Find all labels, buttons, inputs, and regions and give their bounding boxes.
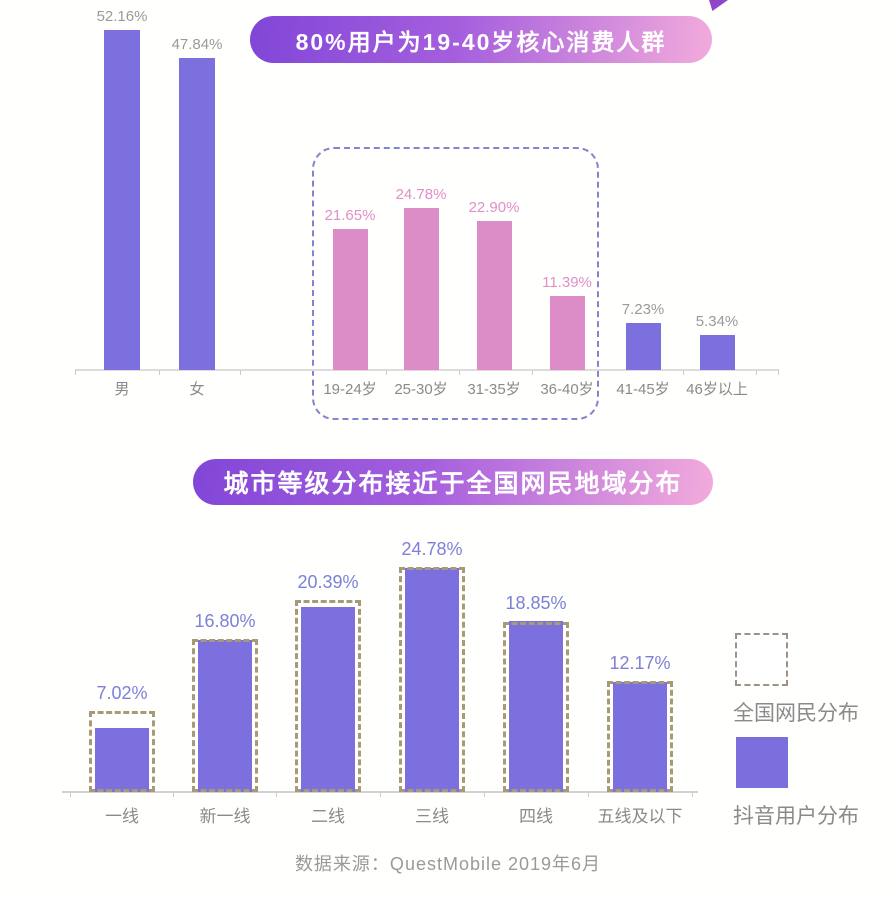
legend-douyin-label: 抖音用户分布 bbox=[733, 805, 859, 828]
chart2-value-label: 18.85% bbox=[505, 593, 567, 613]
chart1-title-banner: 80%用户为19-40岁核心消费人群 bbox=[250, 16, 712, 63]
chart2-bar-四线 bbox=[509, 621, 563, 792]
chart1-value-label: 7.23% bbox=[621, 301, 665, 318]
chart2-national-outline-新一线 bbox=[192, 639, 258, 792]
chart1-bar-41-45岁 bbox=[625, 323, 661, 370]
chart1-bar-19-24岁 bbox=[332, 229, 368, 370]
chart2-national-outline-三线 bbox=[399, 567, 465, 792]
chart2-bar-新一线 bbox=[198, 640, 252, 792]
chart2-national-outline-五线及以下 bbox=[607, 681, 673, 792]
chart1-axis-tick bbox=[532, 370, 533, 375]
chart1-bar-36-40岁 bbox=[549, 296, 585, 370]
chart1-axis-tick bbox=[75, 370, 76, 375]
chart1-x-axis-label: 女 bbox=[189, 381, 205, 398]
chart2-national-outline-四线 bbox=[503, 622, 569, 792]
age-group-highlight-dashed-box bbox=[312, 147, 599, 420]
chart1-x-axis-label: 男 bbox=[114, 381, 130, 398]
chart2-value-label: 16.80% bbox=[194, 611, 256, 631]
chart2-axis-tick bbox=[173, 792, 174, 797]
chart1-value-label: 22.90% bbox=[468, 199, 520, 216]
chart2-national-outline-一线 bbox=[89, 711, 155, 792]
chart1-axis-tick bbox=[778, 370, 779, 375]
chart2-axis-tick bbox=[380, 792, 381, 797]
legend-douyin-solid-swatch bbox=[736, 737, 788, 788]
chart1-title: 80%用户为19-40岁核心消费人群 bbox=[295, 28, 667, 55]
chart1-axis-tick bbox=[240, 370, 241, 375]
chart1-axis-tick bbox=[386, 370, 387, 375]
chart1-bar-31-35岁 bbox=[476, 221, 512, 370]
chart1-value-label: 21.65% bbox=[324, 207, 376, 224]
chart2-bar-一线 bbox=[95, 728, 149, 792]
chart2-axis-tick bbox=[484, 792, 485, 797]
chart2-value-label: 24.78% bbox=[401, 539, 463, 559]
chart2-axis-tick bbox=[692, 792, 693, 797]
chart2-axis-tick bbox=[276, 792, 277, 797]
chart1-bar-46岁以上 bbox=[699, 335, 735, 370]
chart2-x-axis-label: 四线 bbox=[519, 807, 553, 826]
chart2-value-label: 7.02% bbox=[96, 683, 148, 703]
chart1-value-label: 24.78% bbox=[395, 186, 447, 203]
chart2-title: 城市等级分布接近于全国网民地域分布 bbox=[223, 470, 683, 498]
chart2-title-banner: 城市等级分布接近于全国网民地域分布 bbox=[193, 459, 713, 505]
chart2-bar-五线及以下 bbox=[613, 682, 667, 792]
chart1-x-axis-label: 19-24岁 bbox=[323, 381, 377, 398]
chart1-x-axis-label: 41-45岁 bbox=[616, 381, 670, 398]
chart1-bar-男 bbox=[104, 30, 140, 370]
corner-decoration-triangle bbox=[709, 0, 728, 11]
chart1-bar-女 bbox=[179, 58, 215, 370]
chart2-value-label: 20.39% bbox=[297, 572, 359, 592]
chart1-axis-tick bbox=[683, 370, 684, 375]
chart1-axis-tick bbox=[756, 370, 757, 375]
chart1-value-label: 5.34% bbox=[695, 313, 739, 330]
chart2-bar-二线 bbox=[301, 607, 355, 792]
chart2-x-axis-label: 一线 bbox=[105, 807, 139, 826]
chart1-value-label: 47.84% bbox=[171, 36, 223, 53]
chart2-x-axis-label: 五线及以下 bbox=[597, 807, 683, 826]
chart1-bar-25-30岁 bbox=[403, 208, 439, 370]
chart1-x-axis-label: 46岁以上 bbox=[686, 381, 748, 398]
chart1-x-axis-line bbox=[75, 369, 779, 371]
chart2-x-axis-label: 二线 bbox=[311, 807, 345, 826]
chart2-value-label: 12.17% bbox=[609, 653, 671, 673]
chart1-value-label: 11.39% bbox=[542, 274, 592, 291]
chart1-x-axis-label: 25-30岁 bbox=[394, 381, 448, 398]
chart2-x-axis-label: 新一线 bbox=[199, 807, 251, 826]
chart2-bar-三线 bbox=[405, 568, 459, 792]
chart1-axis-tick bbox=[159, 370, 160, 375]
legend-national-dashed-swatch bbox=[735, 633, 788, 686]
chart1-value-label: 52.16% bbox=[96, 8, 148, 25]
chart2-x-axis-label: 三线 bbox=[415, 807, 449, 826]
chart1-x-axis-label: 31-35岁 bbox=[467, 381, 521, 398]
chart2-axis-tick bbox=[588, 792, 589, 797]
legend-national-label: 全国网民分布 bbox=[733, 702, 859, 725]
chart1-axis-tick bbox=[459, 370, 460, 375]
data-source-caption: 数据来源：QuestMobile 2019年6月 bbox=[294, 854, 602, 874]
chart2-national-outline-二线 bbox=[295, 600, 361, 792]
chart2-axis-tick bbox=[70, 792, 71, 797]
chart1-x-axis-label: 36-40岁 bbox=[540, 381, 594, 398]
